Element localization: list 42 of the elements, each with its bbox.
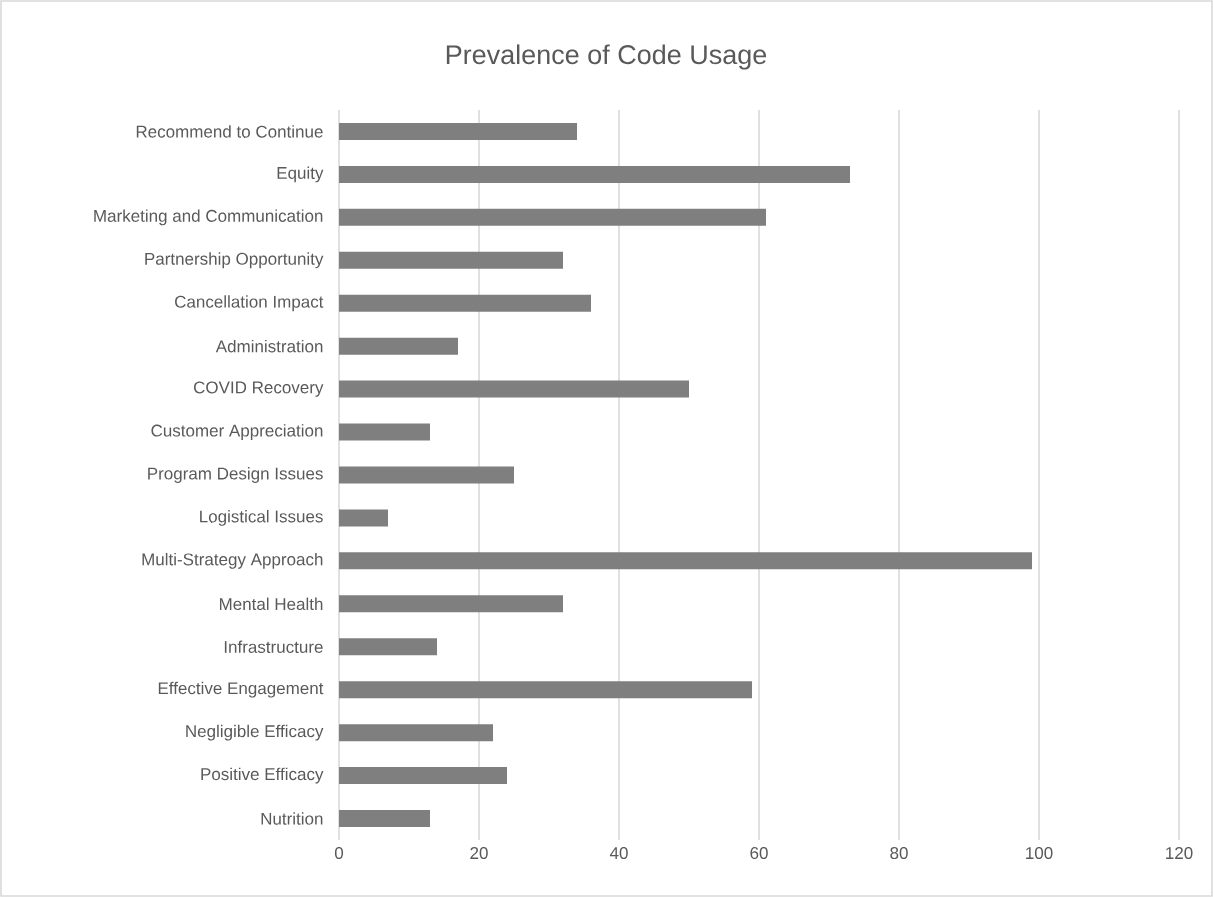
chart-title: Prevalence of Code Usage xyxy=(446,44,767,70)
y-tick-label: Equity xyxy=(277,166,324,183)
y-tick-label: Nutrition xyxy=(261,812,323,825)
y-tick-label: Multi-Strategy Approach xyxy=(142,552,323,569)
y-tick-label: Administration xyxy=(215,339,323,353)
y-tick-label: COVID Recovery xyxy=(193,381,324,397)
x-tick-label: 80 xyxy=(890,847,908,860)
bar xyxy=(339,724,494,742)
bar xyxy=(339,466,515,484)
y-tick-label: Recommend to Continue xyxy=(136,125,323,138)
y-tick-label: Partnership Opportunity xyxy=(145,252,324,269)
x-tick-label: 40 xyxy=(609,847,628,860)
bar xyxy=(339,638,438,656)
bar xyxy=(339,122,578,140)
y-tick-label: Marketing and Communication xyxy=(94,209,323,226)
bar xyxy=(339,208,767,226)
bar xyxy=(339,681,753,699)
x-tick-label: 60 xyxy=(750,847,768,860)
bar xyxy=(339,337,459,355)
y-tick-label: Cancellation Impact xyxy=(175,295,324,312)
bar xyxy=(339,509,389,527)
bar xyxy=(339,165,851,183)
x-tick-label: 20 xyxy=(470,847,488,860)
y-tick-label: Program Design Issues xyxy=(148,467,323,483)
y-tick-label: Logistical Issues xyxy=(200,510,323,526)
bar xyxy=(339,595,564,613)
x-tick-label: 120 xyxy=(1166,847,1193,860)
bar xyxy=(339,423,431,441)
y-tick-label: Infrastructure xyxy=(224,640,323,653)
bar xyxy=(339,294,592,312)
bar xyxy=(339,767,508,785)
y-tick-label: Effective Engagement xyxy=(158,681,324,698)
bar xyxy=(339,810,431,828)
bar xyxy=(339,552,1033,570)
y-tick-label: Negligible Efficacy xyxy=(186,724,324,741)
bar xyxy=(339,380,690,398)
bar xyxy=(339,251,564,269)
x-tick-label: 100 xyxy=(1026,847,1053,860)
y-tick-label: Mental Health xyxy=(219,597,323,611)
y-tick-label: Customer Appreciation xyxy=(151,424,323,440)
y-tick-label: Positive Efficacy xyxy=(201,767,324,784)
x-tick-label: 0 xyxy=(334,847,344,860)
